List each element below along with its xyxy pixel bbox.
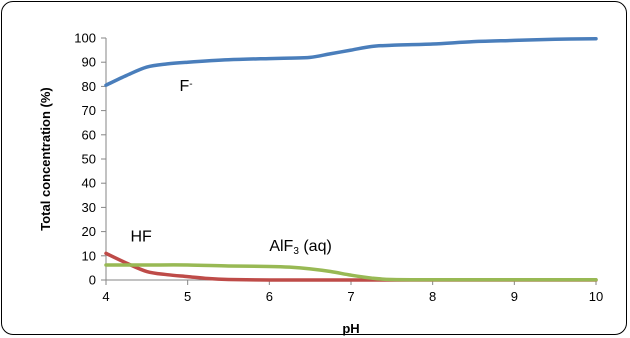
series-alf3-line [104, 263, 598, 282]
x-tick-label: 6 [266, 289, 273, 304]
series-f-minus-line [104, 36, 598, 87]
annotation-hf: HF [131, 228, 153, 245]
x-axis-title: pH [342, 321, 359, 336]
y-tick-label: 0 [89, 273, 96, 288]
y-tick-label: 50 [82, 152, 96, 167]
y-tick-label: 20 [82, 224, 96, 239]
annotation-alf3: AlF3 (aq) [269, 238, 331, 257]
x-tick-label: 7 [347, 289, 354, 304]
annotations: F- HF AlF3 (aq) [131, 78, 332, 256]
y-tick-label: 80 [82, 79, 96, 94]
x-tick-label: 8 [429, 289, 436, 304]
x-tick-label: 5 [184, 289, 191, 304]
y-tick-label: 10 [82, 248, 96, 263]
x-tick-label: 10 [589, 289, 603, 304]
x-tick-label: 4 [102, 289, 109, 304]
y-ticks: 0 10 20 30 40 50 60 70 80 90 100 [74, 31, 106, 288]
x-tick-label: 9 [511, 289, 518, 304]
y-axis-title: Total concentration (%) [38, 87, 53, 230]
y-tick-label: 90 [82, 55, 96, 70]
y-tick-label: 40 [82, 176, 96, 191]
axes [105, 38, 596, 281]
annotation-f-minus: F- [180, 78, 193, 95]
y-tick-label: 60 [82, 127, 96, 142]
x-ticks: 4 5 6 7 8 9 10 [102, 280, 603, 304]
y-tick-label: 30 [82, 200, 96, 215]
y-tick-label: 70 [82, 103, 96, 118]
y-tick-label: 100 [74, 31, 96, 46]
series-layer [104, 36, 598, 282]
